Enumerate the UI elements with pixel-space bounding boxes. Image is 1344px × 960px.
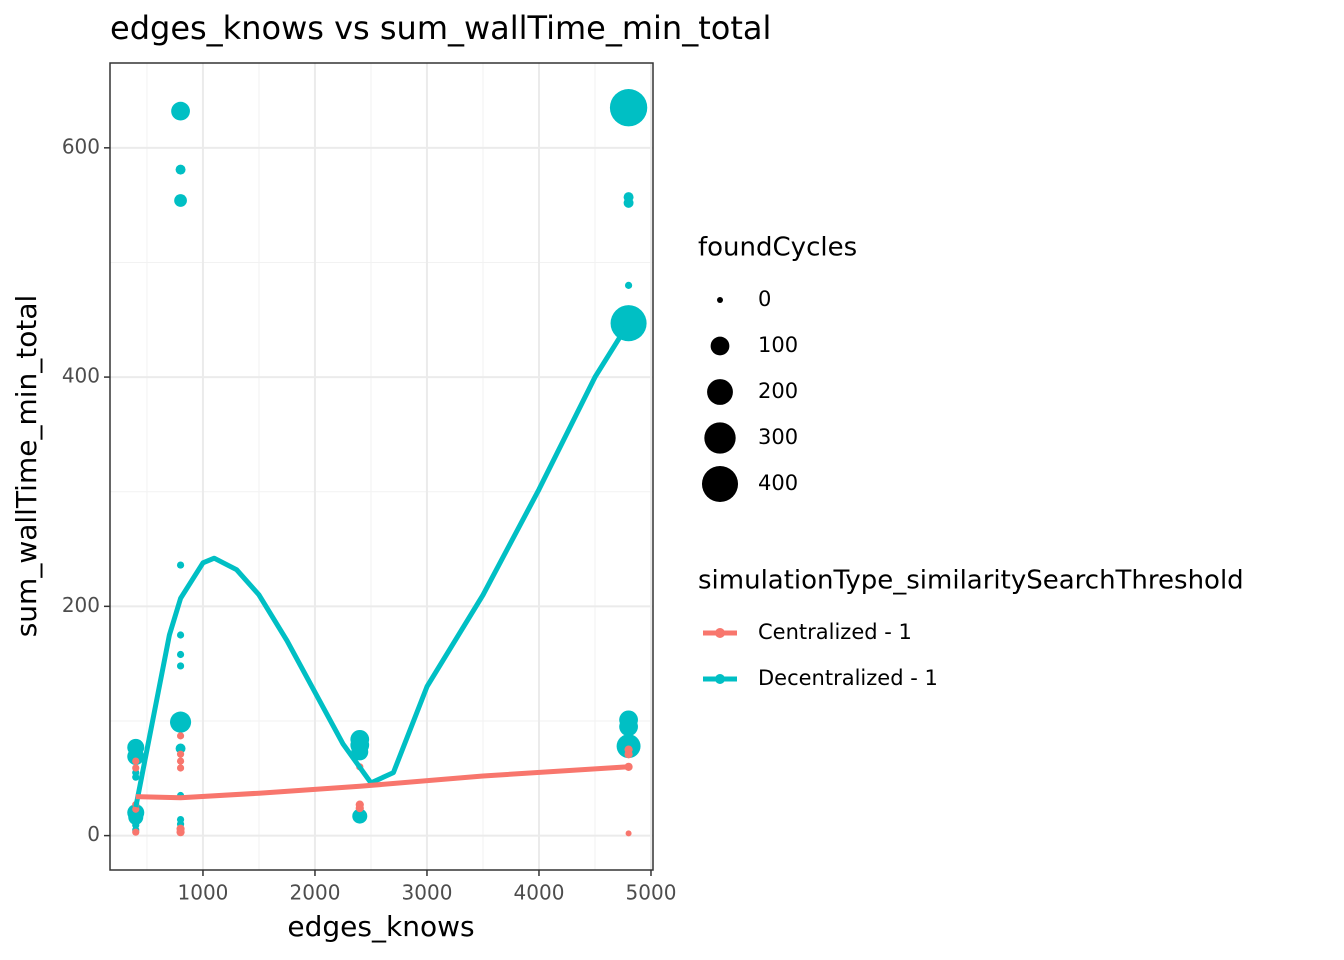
size-legend-title: foundCycles — [698, 233, 857, 263]
point — [132, 828, 140, 836]
x-tick-label: 4000 — [514, 881, 565, 905]
chart-title: edges_knows vs sum_wallTime_min_total — [110, 9, 771, 47]
legend-size-key — [701, 465, 739, 503]
legend-key — [715, 628, 725, 638]
point — [171, 101, 190, 121]
point — [355, 803, 364, 813]
point — [625, 830, 632, 837]
point — [176, 732, 185, 740]
point — [619, 717, 638, 737]
point — [176, 650, 185, 659]
y-tick-label: 200 — [62, 593, 100, 617]
y-axis-label: sum_wallTime_min_total — [10, 295, 43, 638]
y-tick-label: 0 — [87, 822, 100, 846]
legend-label: 0 — [758, 287, 771, 311]
point — [609, 89, 648, 127]
x-tick-label: 1000 — [178, 881, 229, 905]
point — [174, 194, 187, 207]
point — [176, 750, 185, 758]
point — [176, 757, 185, 765]
point — [624, 750, 633, 759]
legend-label: Decentralized - 1 — [758, 666, 938, 690]
legend-key — [715, 674, 725, 684]
point — [175, 743, 186, 754]
point — [351, 743, 369, 761]
point — [176, 561, 185, 569]
smooth-line — [133, 321, 631, 808]
color-legend-title: simulationType_similaritySearchThreshold — [698, 566, 1244, 596]
legend-label: Centralized - 1 — [758, 620, 912, 644]
point — [132, 764, 140, 772]
legend-label: 200 — [758, 379, 798, 403]
y-tick-label: 600 — [62, 134, 100, 158]
point — [128, 809, 144, 825]
x-tick-label: 3000 — [402, 881, 453, 905]
panel-border — [109, 62, 654, 871]
legend-size-key — [710, 336, 730, 356]
y-tick-label: 400 — [62, 364, 100, 388]
point — [176, 631, 185, 639]
point — [169, 711, 192, 733]
smooth-line — [135, 764, 629, 801]
legend-size-key — [707, 379, 733, 405]
legend-size-key — [704, 422, 736, 454]
point — [352, 808, 368, 824]
point — [132, 805, 140, 813]
point — [176, 662, 185, 670]
legend-label: 300 — [758, 425, 798, 449]
x-tick-label: 2000 — [290, 881, 341, 905]
point — [175, 164, 186, 175]
point — [623, 197, 634, 208]
legend-label: 100 — [758, 333, 798, 357]
point — [624, 281, 633, 289]
point — [132, 757, 140, 765]
x-tick-label: 5000 — [626, 881, 677, 905]
point — [176, 828, 185, 837]
legend-size-key — [717, 297, 723, 303]
point — [127, 748, 145, 766]
legend-label: 400 — [758, 471, 798, 495]
x-axis-label: edges_knows — [287, 910, 474, 943]
point — [176, 764, 185, 772]
